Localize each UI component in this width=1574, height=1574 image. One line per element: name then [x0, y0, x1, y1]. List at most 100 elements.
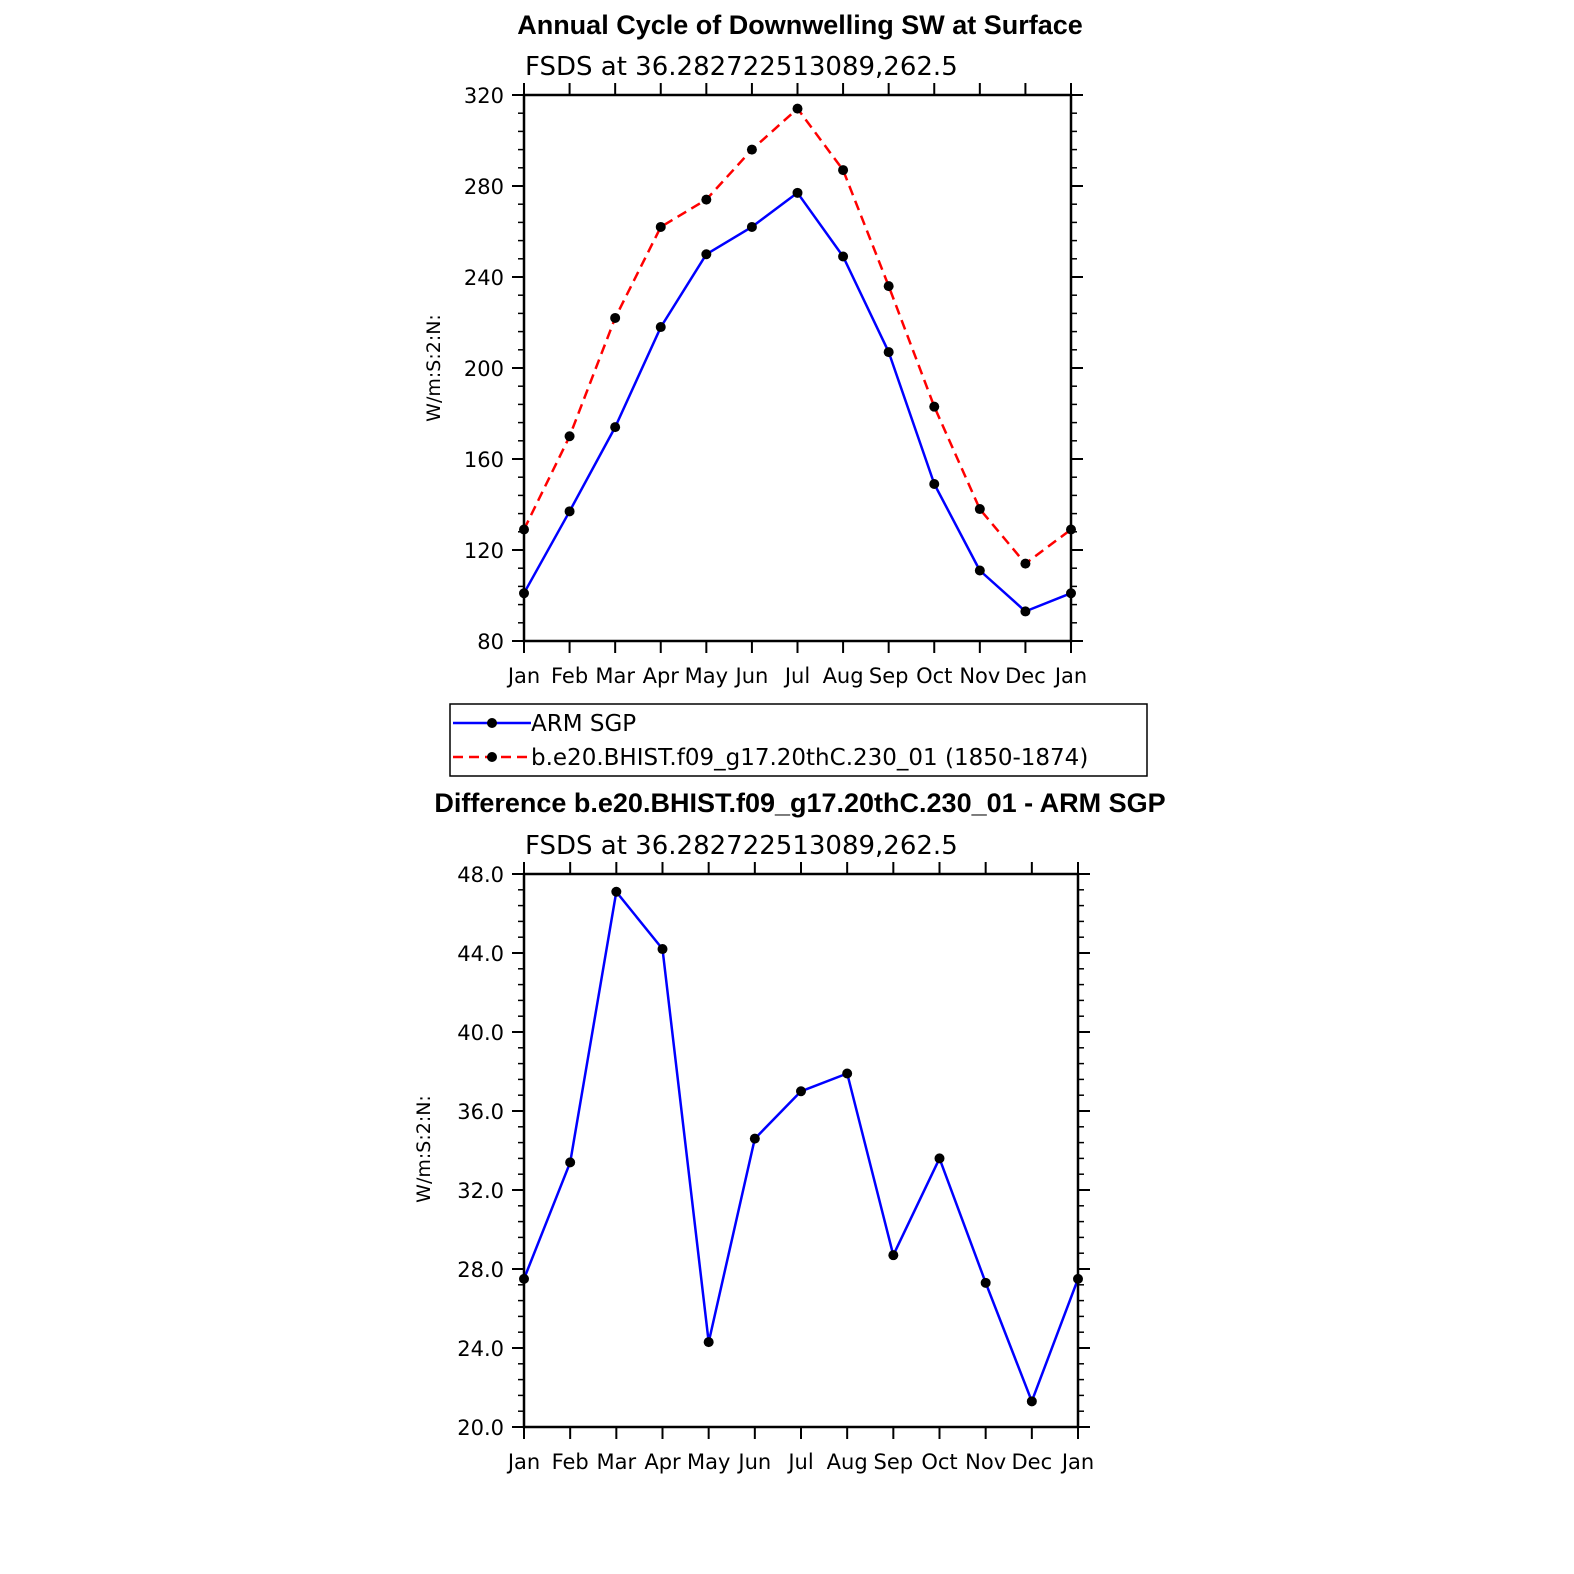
data-point: [838, 165, 849, 176]
x-tick-label: Mar: [597, 1450, 637, 1474]
legend-item-arm-sgp: ARM SGP: [453, 711, 636, 737]
legend-label: ARM SGP: [531, 711, 636, 737]
data-point: [655, 322, 666, 333]
y-tick-label: 32.0: [457, 1179, 504, 1203]
data-point: [792, 103, 803, 114]
data-point: [980, 1277, 991, 1288]
legend-label: b.e20.BHIST.f09_g17.20thC.230_01 (1850-1…: [531, 745, 1088, 771]
y-tick-label: 44.0: [457, 942, 504, 966]
x-tick-label: Oct: [921, 1450, 957, 1474]
data-point: [792, 187, 803, 198]
data-point: [883, 347, 894, 358]
x-tick-label: Mar: [595, 664, 635, 688]
data-point: [564, 506, 575, 517]
data-point: [565, 1157, 576, 1168]
y-tick-label: 28.0: [457, 1258, 504, 1282]
data-point: [657, 944, 668, 955]
chart-subtitle: FSDS at 36.282722513089,262.5: [525, 52, 958, 82]
x-tick-label: Jan: [1053, 664, 1087, 688]
x-tick-label: Sep: [874, 1450, 914, 1474]
x-tick-label: Jan: [1060, 1450, 1094, 1474]
legend-swatch-marker: [487, 752, 497, 762]
series-layer: [519, 886, 1083, 1407]
data-point: [929, 401, 940, 412]
x-tick-label: Jul: [786, 1450, 813, 1474]
series-layer: [519, 103, 1076, 617]
x-tick-label: Apr: [643, 664, 680, 688]
x-tick-label: May: [687, 1450, 730, 1474]
legend-box: [449, 703, 1148, 777]
series-line: [522, 191, 1072, 613]
series-line: [522, 107, 1072, 565]
data-point: [1020, 558, 1031, 569]
data-point: [974, 565, 985, 576]
x-tick-label: May: [685, 664, 728, 688]
legend: ARM SGP b.e20.BHIST.f09_g17.20thC.230_01…: [449, 703, 1148, 777]
x-tick-label: Dec: [1005, 664, 1046, 688]
x-tick-label: Jun: [736, 1450, 771, 1474]
data-point: [934, 1153, 945, 1164]
x-tick-label: Feb: [552, 1450, 589, 1474]
chart-title: Annual Cycle of Downwelling SW at Surfac…: [517, 10, 1083, 40]
y-tick-label: 320: [464, 84, 504, 108]
data-point: [842, 1068, 853, 1079]
data-point: [701, 249, 712, 260]
y-tick-label: 240: [464, 266, 504, 290]
y-tick-label: 24.0: [457, 1337, 504, 1361]
data-point: [746, 144, 757, 155]
data-point: [1020, 606, 1031, 617]
data-point: [749, 1133, 760, 1144]
x-tick-label: Aug: [827, 1450, 868, 1474]
chart-subtitle: FSDS at 36.282722513089,262.5: [525, 831, 958, 861]
data-point: [1026, 1396, 1037, 1407]
legend-swatch-marker: [487, 718, 497, 728]
x-tick-label: Aug: [823, 664, 864, 688]
x-tick-label: Feb: [551, 664, 588, 688]
y-tick-label: 40.0: [457, 1021, 504, 1045]
annual-cycle-chart: Annual Cycle of Downwelling SW at Surfac…: [423, 10, 1087, 688]
data-point: [610, 422, 621, 433]
y-axis-label: W/m:S:2:N:: [413, 1095, 435, 1203]
legend-item-model: b.e20.BHIST.f09_g17.20thC.230_01 (1850-1…: [453, 745, 1088, 771]
x-tick-label: Apr: [644, 1450, 681, 1474]
y-tick-label: 48.0: [457, 863, 504, 887]
x-tick-label: Dec: [1012, 1450, 1053, 1474]
data-point: [746, 221, 757, 232]
x-tick-label: Oct: [916, 664, 952, 688]
data-point: [796, 1086, 806, 1097]
y-tick-label: 36.0: [457, 1100, 504, 1124]
x-tick-label: Jan: [506, 664, 540, 688]
axis-ticks: Jan Feb Mar Apr May Jun Jul Aug Sep Oct Nov Dec Jan8…: [464, 83, 1087, 688]
data-point: [655, 221, 666, 232]
x-tick-label: Jul: [783, 664, 810, 688]
y-tick-label: 160: [464, 448, 504, 472]
x-tick-label: Jun: [734, 664, 769, 688]
data-point: [564, 431, 575, 442]
data-point: [929, 479, 940, 490]
axis-ticks: Jan Feb Mar Apr May Jun Jul Aug Sep Oct Nov Dec Jan2…: [457, 862, 1094, 1474]
x-tick-label: Jan: [506, 1450, 540, 1474]
chart-title: Difference b.e20.BHIST.f09_g17.20thC.230…: [434, 788, 1165, 818]
data-point: [611, 886, 622, 897]
data-point: [974, 504, 985, 515]
x-tick-label: Nov: [959, 664, 1000, 688]
y-tick-label: 200: [464, 357, 504, 381]
y-axis-label: W/m:S:2:N:: [423, 314, 445, 422]
y-tick-label: 80: [477, 630, 504, 654]
plot-frame: [522, 872, 1080, 1429]
x-tick-label: Sep: [869, 664, 909, 688]
plot-frame: [522, 93, 1073, 643]
y-tick-label: 280: [464, 175, 504, 199]
series-line: [522, 890, 1080, 1403]
data-point: [703, 1337, 714, 1348]
data-point: [883, 281, 894, 292]
x-tick-label: Nov: [965, 1450, 1006, 1474]
y-tick-label: 120: [464, 539, 504, 563]
data-point: [838, 251, 849, 262]
difference-chart: Difference b.e20.BHIST.f09_g17.20thC.230…: [413, 788, 1166, 1474]
y-tick-label: 20.0: [457, 1416, 504, 1440]
data-point: [701, 194, 712, 205]
data-point: [888, 1250, 899, 1261]
data-point: [610, 312, 621, 323]
